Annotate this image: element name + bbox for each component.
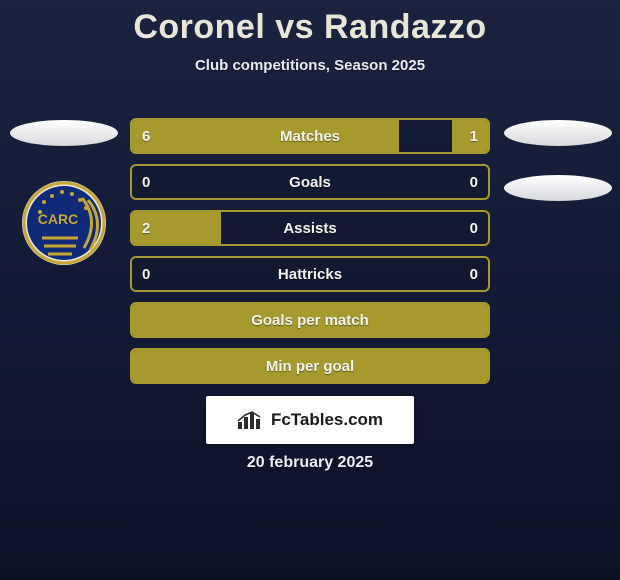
stat-row: 20Assists bbox=[130, 210, 490, 246]
bar-chart-icon bbox=[237, 409, 263, 431]
stat-row: 00Hattricks bbox=[130, 256, 490, 292]
logo-strip: FcTables.com bbox=[206, 396, 414, 444]
club-badge-text: CARC bbox=[38, 211, 78, 227]
player1-photo-placeholder bbox=[10, 120, 118, 146]
stat-label: Hattricks bbox=[132, 258, 488, 290]
stat-label: Assists bbox=[132, 212, 488, 244]
title-player2: Randazzo bbox=[324, 8, 487, 46]
stat-row: 00Min per goal bbox=[130, 348, 490, 384]
title-vs: vs bbox=[275, 8, 314, 46]
header: Coronel vs Randazzo Club competitions, S… bbox=[0, 0, 620, 74]
title-player1: Coronel bbox=[133, 8, 265, 46]
club-badge: CARC bbox=[22, 180, 122, 266]
player2-photo-placeholder-1 bbox=[504, 120, 612, 146]
stat-row: 00Goals bbox=[130, 164, 490, 200]
stat-row: 00Goals per match bbox=[130, 302, 490, 338]
stat-label: Goals per match bbox=[132, 304, 488, 336]
stat-label: Matches bbox=[132, 120, 488, 152]
stat-row: 61Matches bbox=[130, 118, 490, 154]
player2-photo-placeholder-2 bbox=[504, 175, 612, 201]
subtitle: Club competitions, Season 2025 bbox=[0, 57, 620, 74]
page-title: Coronel vs Randazzo bbox=[0, 8, 620, 47]
footer-date: 20 february 2025 bbox=[0, 454, 620, 472]
stat-label: Goals bbox=[132, 166, 488, 198]
logo-text: FcTables.com bbox=[271, 410, 383, 430]
comparison-rows: 61Matches 00Goals 20Assists 00Hattricks 00Go… bbox=[130, 118, 490, 394]
stat-label: Min per goal bbox=[132, 350, 488, 382]
